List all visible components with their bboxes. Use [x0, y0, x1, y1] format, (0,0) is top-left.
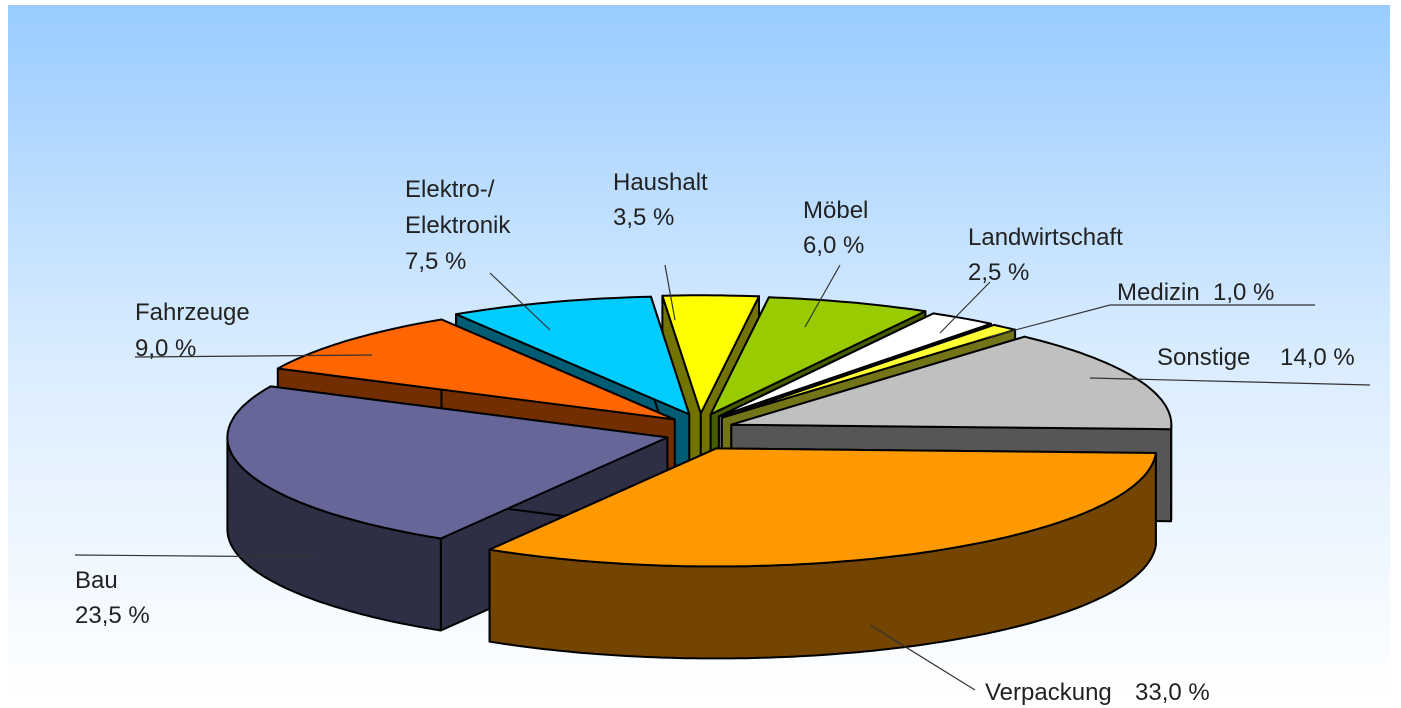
category-label: Möbel — [803, 197, 869, 224]
leader-line — [984, 304, 1315, 339]
value-label: 9,0 % — [135, 335, 197, 362]
value-label: 23,5 % — [75, 602, 150, 629]
leader-line — [134, 354, 373, 358]
category-label: Landwirtschaft — [968, 224, 1123, 251]
value-label: 6,0 % — [803, 232, 865, 259]
category-label: Fahrzeuge — [135, 299, 250, 326]
slice — [455, 295, 691, 416]
value-label: 33,0 % — [1135, 679, 1210, 706]
category-label: Bau — [75, 567, 118, 594]
slice — [276, 318, 676, 421]
category-label: Verpackung — [985, 679, 1112, 706]
leader-line — [939, 281, 991, 334]
value-label: 7,5 % — [405, 248, 467, 275]
value-label: 3,5 % — [613, 204, 675, 231]
leader-line — [489, 272, 551, 331]
slice — [709, 296, 927, 416]
slice — [661, 294, 760, 415]
category-label: Elektro-/ Elektronik — [405, 176, 511, 239]
leader-line — [1089, 377, 1371, 386]
leader-line — [664, 264, 676, 321]
category-label: Haushalt — [613, 169, 708, 196]
category-label: Sonstige — [1157, 344, 1251, 371]
category-label: Medizin — [1117, 279, 1200, 306]
leader-line — [74, 554, 316, 558]
value-label: 14,0 % — [1280, 344, 1355, 371]
value-label: 2,5 % — [968, 259, 1030, 286]
value-label: 1,0 % — [1213, 279, 1275, 306]
slice — [488, 447, 1157, 568]
leader-line — [804, 264, 841, 328]
slice — [226, 385, 669, 540]
leader-line — [869, 624, 976, 691]
slice — [717, 312, 992, 418]
